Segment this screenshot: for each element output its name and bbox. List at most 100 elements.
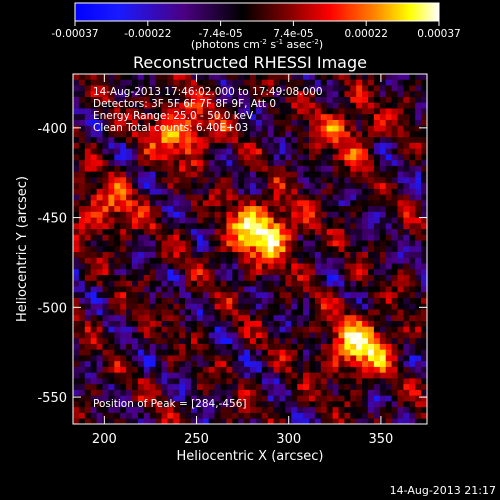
heatmap-cell	[373, 188, 381, 196]
heatmap-cell	[250, 246, 257, 253]
heatmap-cell	[173, 177, 180, 184]
heatmap-cell	[78, 102, 86, 110]
heatmap-cell	[238, 102, 245, 110]
heatmap-cell	[108, 200, 115, 207]
heatmap-cell	[261, 275, 269, 282]
heatmap-cell	[191, 200, 198, 207]
heatmap-cell	[78, 200, 86, 207]
heatmap-cell	[291, 85, 298, 92]
heatmap-cell	[208, 315, 216, 322]
heatmap-cell	[314, 343, 322, 351]
heatmap-cell	[303, 361, 310, 368]
heatmap-cell	[102, 384, 109, 391]
heatmap-cell	[90, 206, 98, 213]
heatmap-cell	[385, 366, 393, 374]
heatmap-cell	[208, 177, 216, 184]
heatmap-cell	[314, 165, 322, 173]
heatmap-cell	[84, 326, 92, 334]
heatmap-cell	[202, 252, 210, 259]
heatmap-cell	[114, 378, 121, 385]
heatmap-cell	[326, 303, 334, 311]
heatmap-cell	[356, 188, 363, 196]
heatmap-cell	[338, 303, 345, 311]
heatmap-cell	[368, 315, 375, 322]
heatmap-cell	[285, 142, 292, 150]
heatmap-cell	[232, 206, 239, 213]
heatmap-cell	[344, 223, 351, 230]
heatmap-cell	[332, 229, 340, 236]
heatmap-cell	[368, 263, 375, 270]
heatmap-cell	[90, 188, 98, 196]
heatmap-cell	[309, 292, 316, 299]
heatmap-cell	[167, 137, 174, 144]
heatmap-cell	[120, 160, 127, 167]
heatmap-cell	[332, 263, 340, 270]
heatmap-cell	[338, 412, 345, 420]
heatmap-cell	[356, 320, 363, 328]
heatmap-cell	[173, 320, 180, 328]
heatmap-cell	[338, 125, 345, 133]
heatmap-cell	[279, 171, 286, 178]
heatmap-cell	[126, 183, 133, 190]
heatmap-cell	[149, 361, 157, 368]
heatmap-cell	[297, 269, 304, 276]
heatmap-cell	[332, 154, 340, 161]
heatmap-cell	[297, 188, 304, 196]
heatmap-cell	[297, 142, 304, 150]
heatmap-cell	[214, 206, 222, 213]
heatmap-cell	[143, 372, 151, 380]
heatmap-cell	[285, 85, 292, 92]
heatmap-cell	[314, 160, 322, 167]
heatmap-cell	[368, 361, 375, 368]
heatmap-cell	[132, 309, 139, 316]
heatmap-cell	[78, 349, 86, 357]
heatmap-cell	[167, 148, 174, 156]
heatmap-cell	[261, 160, 269, 167]
heatmap-cell	[350, 200, 357, 207]
heatmap-cell	[309, 372, 316, 380]
heatmap-cell	[232, 286, 239, 293]
heatmap-cell	[261, 286, 269, 293]
heatmap-cell	[161, 194, 168, 201]
heatmap-cell	[344, 332, 351, 339]
heatmap-cell	[397, 269, 404, 276]
heatmap-cell	[362, 292, 369, 299]
heatmap-cell	[202, 160, 210, 167]
heatmap-cell	[238, 194, 245, 201]
heatmap-cell	[279, 131, 286, 138]
heatmap-cell	[185, 114, 192, 121]
heatmap-cell	[421, 240, 427, 247]
heatmap-cell	[409, 102, 416, 110]
heatmap-cell	[108, 119, 115, 127]
heatmap-cell	[84, 384, 92, 391]
heatmap-cell	[191, 79, 198, 87]
heatmap-cell	[73, 326, 80, 334]
heatmap-cell	[238, 206, 245, 213]
heatmap-cell	[391, 343, 399, 351]
heatmap-cell	[379, 223, 387, 230]
heatmap-cell	[332, 171, 340, 178]
heatmap-cell	[385, 223, 393, 230]
heatmap-cell	[149, 234, 157, 242]
heatmap-cell	[96, 234, 104, 242]
heatmap-cell	[403, 418, 410, 424]
heatmap-cell	[78, 229, 86, 236]
heatmap-cell	[73, 292, 80, 299]
heatmap-cell	[120, 418, 127, 424]
heatmap-cell	[368, 257, 375, 265]
heatmap-cell	[173, 148, 180, 156]
heatmap-cell	[102, 131, 109, 138]
heatmap-cell	[326, 275, 334, 282]
heatmap-cell	[96, 148, 104, 156]
heatmap-cell	[368, 343, 375, 351]
heatmap-cell	[161, 355, 168, 362]
heatmap-cell	[96, 131, 104, 138]
heatmap-cell	[309, 257, 316, 265]
heatmap-cell	[220, 171, 227, 178]
heatmap-cell	[84, 246, 92, 253]
heatmap-cell	[96, 286, 104, 293]
heatmap-cell	[303, 96, 310, 104]
heatmap-cell	[314, 102, 322, 110]
heatmap-cell	[73, 102, 80, 110]
heatmap-cell	[391, 361, 399, 368]
